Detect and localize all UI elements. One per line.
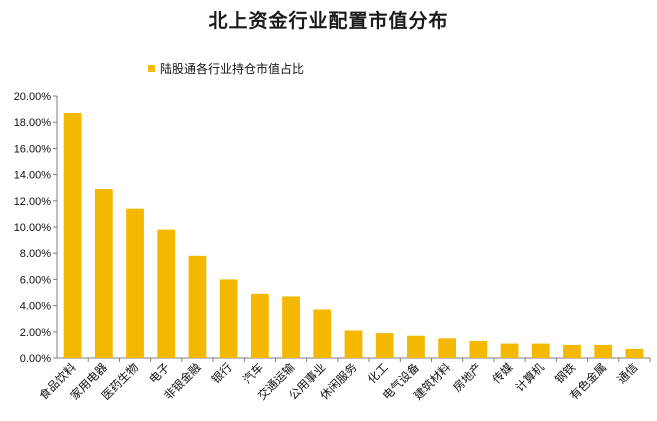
y-tick-label: 4.00% [20, 301, 51, 313]
y-tick-label: 18.00% [14, 117, 52, 129]
bar-1 [63, 113, 82, 358]
y-tick-label: 14.00% [14, 170, 52, 182]
bar-10 [344, 330, 363, 358]
x-category-label: 钢铁 [552, 360, 579, 387]
y-tick-label: 20.00% [14, 91, 52, 103]
x-category-label: 汽车 [240, 360, 266, 386]
bar-11 [375, 333, 394, 358]
y-tick-label: 6.00% [20, 274, 51, 286]
y-tick-label: 2.00% [20, 327, 51, 339]
chart-legend: 陆股通各行业持仓市值占比 [148, 60, 304, 77]
bar-19 [625, 348, 644, 358]
chart-title: 北上资金行业配置市值分布 [208, 10, 449, 32]
bar-9 [313, 309, 332, 358]
legend-swatch [148, 65, 155, 72]
bar-7 [250, 293, 269, 358]
y-tick-label: 8.00% [20, 248, 51, 260]
bar-17 [563, 344, 581, 358]
x-category-label: 电子 [146, 360, 172, 386]
y-tick-label: 0.00% [20, 353, 51, 365]
y-tick-label: 12.00% [14, 196, 52, 208]
bar-16 [531, 343, 550, 358]
bar-8 [282, 296, 300, 358]
x-category-label: 房地产 [450, 360, 484, 394]
x-category-label: 通信 [614, 360, 640, 386]
bar-18 [594, 344, 613, 358]
x-category-label: 化工 [365, 360, 391, 386]
bar-4 [157, 229, 176, 358]
x-category-label: 银行 [209, 360, 235, 386]
bar-6 [219, 279, 238, 358]
bar-13 [438, 338, 457, 358]
bar-3 [126, 208, 144, 358]
x-category-label: 传媒 [490, 360, 517, 387]
y-tick-label: 10.00% [14, 222, 52, 234]
y-tick-label: 16.00% [14, 143, 52, 155]
bar-15 [500, 343, 519, 358]
legend-label: 陆股通各行业持仓市值占比 [160, 62, 305, 76]
x-category-label: 计算机 [513, 360, 548, 395]
bar-2 [94, 189, 113, 358]
bar-14 [469, 340, 488, 358]
bar-12 [407, 335, 425, 358]
bar-5 [188, 255, 207, 358]
